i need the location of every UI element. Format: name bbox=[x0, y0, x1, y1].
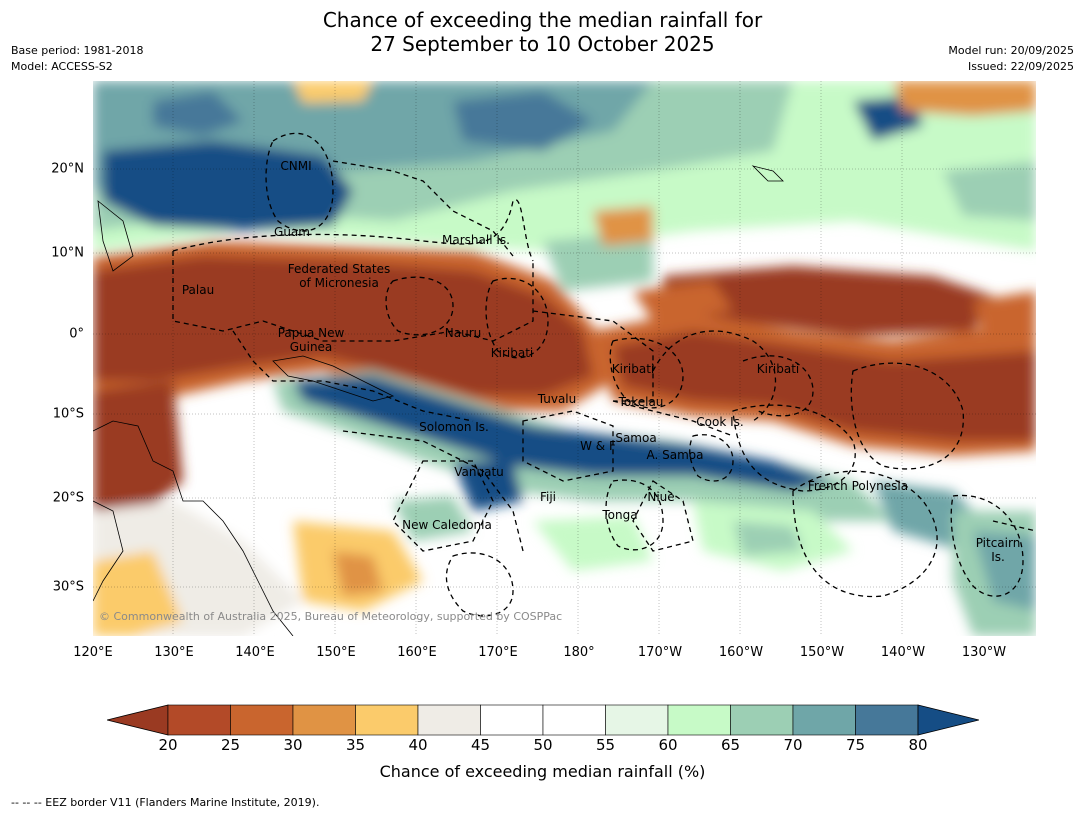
colorbar-tick-label: 20 bbox=[158, 736, 178, 754]
longitude-tick-label: 170°W bbox=[637, 645, 683, 660]
chart-title-line-2: 27 September to 10 October 2025 bbox=[370, 32, 715, 56]
model-text: Model: ACCESS-S2 bbox=[11, 60, 113, 73]
latitude-tick-label: 0° bbox=[69, 326, 84, 342]
colorbar-segment bbox=[167, 704, 231, 736]
model-run-text: Model run: 20/09/2025 bbox=[948, 44, 1074, 57]
label-tonga: Tonga bbox=[602, 508, 638, 522]
label-american-samoa: A. Samoa bbox=[646, 448, 704, 462]
chart-title-line-1: Chance of exceeding the median rainfall … bbox=[322, 8, 763, 32]
label-solomon-islands: Solomon Is. bbox=[419, 420, 489, 434]
rainfall-field bbox=[93, 81, 1036, 636]
colorbar-tick-label: 55 bbox=[595, 736, 616, 754]
colorbar-extend-high bbox=[917, 704, 979, 736]
colorbar-tick-label: 25 bbox=[220, 736, 241, 754]
colorbar-tick-label: 30 bbox=[283, 736, 303, 754]
colorbar-segment bbox=[355, 704, 419, 736]
base-period-text: Base period: 1981-2018 bbox=[11, 44, 144, 57]
label-cook-islands: Cook Is. bbox=[696, 415, 744, 429]
meta-left: Base period: 1981-2018 Model: ACCESS-S2 bbox=[11, 43, 143, 75]
label-wallis-futuna: W & F bbox=[580, 439, 616, 453]
colorbar-segment bbox=[855, 704, 919, 736]
label-pitcairn: Pitcairn Is. bbox=[976, 536, 1021, 564]
label-marshall-islands: Marshall Is. bbox=[442, 233, 510, 247]
latitude-tick-label: 10°S bbox=[52, 406, 84, 422]
colorbar-segment bbox=[230, 704, 294, 736]
label-nauru: Nauru bbox=[444, 326, 482, 340]
longitude-tick-label: 140°W bbox=[880, 645, 926, 660]
colorbar-tick-label: 80 bbox=[908, 736, 928, 754]
colorbar bbox=[107, 704, 979, 736]
label-png-line-2: Guinea bbox=[289, 340, 333, 354]
label-micronesia: Federated States of Micronesia bbox=[288, 262, 390, 290]
coastlines bbox=[93, 165, 784, 636]
colorbar-segment bbox=[417, 704, 481, 736]
longitude-tick-label: 140°E bbox=[235, 645, 275, 660]
meta-right: Model run: 20/09/2025 Issued: 22/09/2025 bbox=[948, 43, 1074, 75]
label-pitcairn-line-1: Pitcairn bbox=[975, 536, 1021, 550]
label-kiribati-west: Kiribati bbox=[490, 346, 534, 360]
eez-footnote: -- -- -- EEZ border V11 (Flanders Marine… bbox=[11, 796, 320, 809]
latitude-tick-label: 20°N bbox=[51, 161, 84, 177]
colorbar-tick-label: 75 bbox=[845, 736, 866, 754]
colorbar-extend-low bbox=[107, 704, 169, 736]
longitude-tick-label: 150°W bbox=[799, 645, 845, 660]
latitude-tick-label: 10°N bbox=[51, 245, 84, 261]
label-palau: Palau bbox=[181, 283, 215, 297]
longitude-tick-label: 120°E bbox=[73, 645, 113, 660]
label-guam: Guam bbox=[274, 225, 310, 239]
colorbar-segment bbox=[292, 704, 356, 736]
colorbar-segment bbox=[605, 704, 669, 736]
longitude-tick-label: 160°W bbox=[718, 645, 764, 660]
colorbar-tick-label: 35 bbox=[345, 736, 366, 754]
label-micronesia-line-1: Federated States bbox=[287, 262, 391, 276]
label-papua-new-guinea: Papua New Guinea bbox=[278, 326, 345, 354]
label-vanuatu: Vanuatu bbox=[454, 465, 504, 479]
eez-borders bbox=[172, 132, 1036, 617]
longitude-tick-label: 180° bbox=[563, 645, 595, 660]
label-pitcairn-line-2: Is. bbox=[991, 550, 1005, 564]
label-micronesia-line-2: of Micronesia bbox=[299, 276, 379, 290]
label-kiribati-east: Kiribati bbox=[756, 362, 800, 376]
colorbar-tick-label: 40 bbox=[408, 736, 428, 754]
colorbar-tick-label: 45 bbox=[470, 736, 491, 754]
copyright-notice: © Commonwealth of Australia 2025, Bureau… bbox=[99, 610, 563, 623]
label-samoa: Samoa bbox=[615, 431, 657, 445]
label-kiribati-central: Kiribati bbox=[611, 362, 655, 376]
longitude-tick-label: 130°E bbox=[154, 645, 194, 660]
graticule bbox=[93, 81, 1036, 636]
longitude-tick-label: 150°E bbox=[316, 645, 356, 660]
longitude-tick-label: 160°E bbox=[397, 645, 437, 660]
colorbar-segment bbox=[792, 704, 856, 736]
colorbar-tick-label: 70 bbox=[783, 736, 803, 754]
label-cnmi: CNMI bbox=[280, 159, 312, 173]
label-png-line-1: Papua New bbox=[277, 326, 345, 340]
issued-text: Issued: 22/09/2025 bbox=[967, 60, 1074, 73]
colorbar-tick-label: 50 bbox=[533, 736, 553, 754]
label-new-caledonia: New Caledonia bbox=[402, 518, 492, 532]
latitude-tick-label: 20°S bbox=[52, 490, 84, 506]
label-tokelau: Tokelau bbox=[618, 395, 664, 409]
colorbar-segment bbox=[480, 704, 544, 736]
label-fiji: Fiji bbox=[539, 490, 557, 504]
map-svg bbox=[93, 81, 1036, 636]
rainfall-map bbox=[93, 81, 1036, 636]
label-tuvalu: Tuvalu bbox=[537, 392, 577, 406]
colorbar-label: Chance of exceeding median rainfall (%) bbox=[379, 762, 706, 781]
label-french-polynesia: French Polynesia bbox=[807, 479, 909, 493]
colorbar-tick-label: 65 bbox=[720, 736, 741, 754]
colorbar-tick-label: 60 bbox=[658, 736, 678, 754]
colorbar-segment bbox=[667, 704, 731, 736]
longitude-tick-label: 130°W bbox=[961, 645, 1007, 660]
latitude-tick-label: 30°S bbox=[52, 579, 84, 595]
label-niue: Niue bbox=[647, 490, 675, 504]
colorbar-segment bbox=[542, 704, 606, 736]
colorbar-segment bbox=[730, 704, 794, 736]
longitude-tick-label: 170°E bbox=[478, 645, 518, 660]
